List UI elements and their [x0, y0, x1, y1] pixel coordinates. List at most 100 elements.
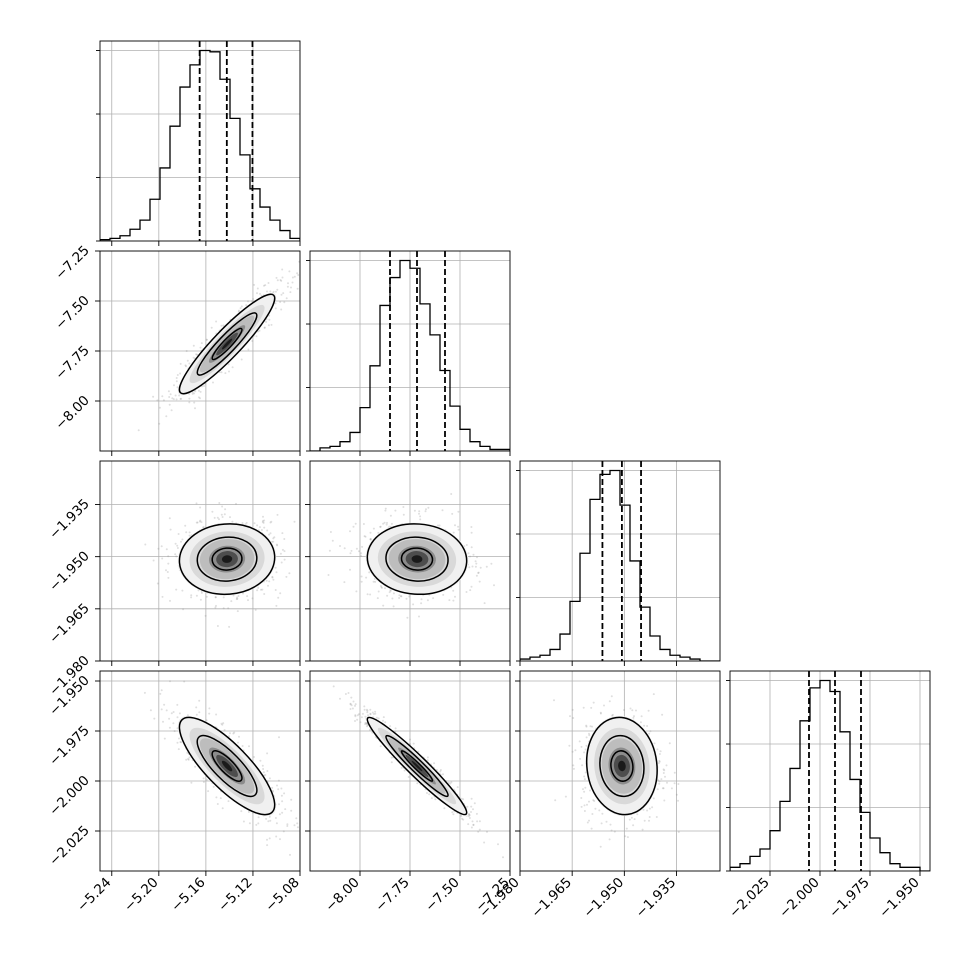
scatter-point — [583, 810, 586, 812]
scatter-point — [426, 599, 429, 602]
scatter-point — [170, 409, 173, 412]
scatter-point — [222, 596, 225, 599]
scatter-point — [253, 522, 256, 525]
scatter-point — [214, 596, 217, 599]
scatter-point — [379, 745, 382, 748]
scatter-point — [173, 730, 176, 733]
contour-2 — [178, 716, 276, 816]
scatter-point — [301, 820, 303, 822]
scatter-point — [466, 805, 469, 808]
scatter-point — [167, 555, 170, 558]
scatter-point — [441, 509, 444, 512]
scatter-point — [199, 390, 202, 393]
scatter-point — [239, 307, 242, 310]
scatter-point — [641, 828, 644, 831]
scatter-point — [258, 329, 261, 332]
scatter-point — [262, 519, 264, 522]
scatter-point — [175, 588, 178, 591]
scatter-point — [394, 727, 397, 730]
scatter-point — [272, 789, 274, 792]
scatter-point — [228, 625, 231, 628]
scatter-point — [179, 372, 182, 375]
scatter-point — [329, 531, 332, 533]
scatter-point — [590, 706, 593, 709]
scatter-point — [286, 285, 289, 288]
scatter-point — [270, 520, 273, 523]
scatter-point — [263, 326, 266, 329]
scatter-point — [438, 524, 441, 527]
scatter-point — [605, 820, 608, 823]
scatter-point — [182, 608, 185, 611]
contour-1 — [196, 536, 258, 582]
scatter-point — [588, 819, 590, 822]
scatter-point — [251, 340, 254, 342]
scatter-point — [380, 586, 383, 589]
scatter-point — [296, 822, 299, 825]
scatter-point — [238, 735, 240, 738]
scatter-point — [229, 732, 231, 735]
scatter-point — [220, 371, 223, 374]
scatter-point — [369, 531, 372, 534]
scatter-point — [632, 824, 635, 827]
x-tick-label: −1.965 — [528, 875, 575, 922]
x-tick-label: −5.12 — [215, 875, 256, 916]
scatter-point — [280, 787, 283, 790]
scatter-point — [267, 820, 270, 823]
scatter-point — [452, 589, 455, 592]
scatter-point — [168, 717, 171, 720]
scatter-point — [478, 580, 481, 583]
scatter-point — [163, 703, 166, 706]
scatter-point — [289, 291, 292, 294]
scatter-point — [288, 270, 291, 273]
scatter-point — [648, 807, 651, 810]
scatter-point — [467, 552, 470, 555]
scatter-point — [430, 797, 433, 800]
scatter-point — [582, 706, 585, 709]
scatter-point — [377, 590, 380, 593]
scatter-point — [493, 584, 495, 587]
scatter-point — [588, 734, 591, 737]
scatter-point — [658, 780, 661, 783]
scatter-point — [349, 708, 352, 710]
scatter-point — [188, 392, 191, 395]
scatter-point — [253, 283, 256, 286]
scatter-point — [553, 699, 555, 702]
scatter-point — [653, 742, 656, 745]
scatter-point — [350, 549, 353, 552]
scatter-point — [408, 595, 411, 598]
scatter-point — [592, 701, 595, 704]
scatter-point — [323, 548, 325, 550]
scatter-point — [449, 782, 452, 785]
contour-2 — [366, 523, 468, 596]
scatter-point — [642, 808, 645, 811]
scatter-point — [470, 585, 473, 588]
scatter-point — [177, 533, 180, 535]
scatter-point — [583, 778, 586, 781]
scatter-point — [200, 521, 203, 524]
scatter-point — [663, 799, 666, 802]
scatter-point — [195, 353, 198, 356]
scatter-point — [236, 597, 239, 600]
scatter-point — [664, 775, 666, 778]
scatter-point — [240, 810, 243, 813]
scatter-point — [583, 790, 586, 793]
scatter-point — [275, 571, 278, 574]
scatter-point — [144, 543, 147, 546]
scatter-point — [583, 751, 586, 754]
scatter-point — [205, 595, 208, 598]
scatter-point — [472, 808, 474, 811]
scatter-point — [247, 811, 250, 813]
scatter-point — [400, 595, 403, 598]
scatter-point — [165, 569, 167, 572]
scatter-point — [233, 731, 236, 734]
scatter-point — [389, 589, 392, 592]
scatter-point — [169, 528, 172, 531]
scatter-point — [392, 605, 395, 608]
scatter-point — [402, 513, 405, 516]
scatter-point — [670, 787, 673, 790]
scatter-point — [359, 721, 362, 724]
scatter-point — [192, 356, 195, 359]
y-tick-label: −7.75 — [52, 343, 93, 384]
y-tick-label: −7.50 — [52, 293, 93, 334]
scatter-point — [227, 363, 230, 366]
